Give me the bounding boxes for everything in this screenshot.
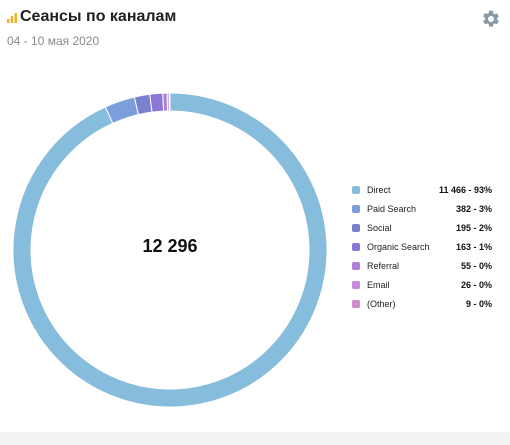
legend-label: Paid Search [367, 203, 417, 214]
donut-slice-direct[interactable] [12, 92, 328, 408]
legend-swatch [352, 299, 360, 308]
legend-label: Direct [367, 184, 391, 195]
legend-label: Referral [367, 260, 400, 271]
legend-item[interactable]: Organic Search 163 - 1% [352, 237, 492, 256]
legend-swatch [352, 261, 360, 270]
chart-title: Сеансы по каналам [20, 8, 177, 25]
legend-item[interactable]: Referral 55 - 0% [352, 256, 492, 275]
legend-value: 11 466 - 93% [438, 184, 492, 195]
legend-item[interactable]: Social 195 - 2% [352, 218, 492, 237]
legend-label: (Other) [367, 298, 396, 309]
legend-item[interactable]: (Other) 9 - 0% [352, 294, 492, 313]
legend-swatch [352, 223, 360, 232]
legend-value: 55 - 0% [460, 260, 492, 271]
chart-header: Сеансы по каналам [6, 8, 176, 26]
legend-item[interactable]: Email 26 - 0% [352, 275, 492, 294]
legend-swatch [352, 185, 360, 194]
legend-value: 9 - 0% [465, 298, 492, 309]
total-sessions: 12 296 [142, 236, 198, 256]
bottom-divider [0, 432, 510, 445]
legend-swatch [352, 242, 360, 251]
donut-slice-other[interactable] [168, 92, 171, 112]
legend-label: Social [367, 222, 392, 233]
legend-swatch [352, 280, 360, 289]
legend-value: 195 - 2% [455, 222, 492, 233]
bar-chart-icon [6, 11, 18, 23]
legend-label: Email [367, 279, 390, 290]
legend-swatch [352, 204, 360, 213]
legend-item[interactable]: Paid Search 382 - 3% [352, 199, 492, 218]
legend-item[interactable]: Direct 11 466 - 93% [352, 180, 492, 199]
legend-value: 26 - 0% [460, 279, 492, 290]
legend-value: 163 - 1% [455, 241, 492, 252]
legend-label: Organic Search [367, 241, 430, 252]
date-range: 04 - 10 мая 2020 [7, 34, 100, 48]
legend-value: 382 - 3% [455, 203, 492, 214]
chart-legend: Direct 11 466 - 93% Paid Search 382 - 3% Soc… [352, 180, 492, 313]
donut-slice-organic-search[interactable] [149, 92, 165, 113]
gear-icon[interactable] [481, 9, 501, 29]
